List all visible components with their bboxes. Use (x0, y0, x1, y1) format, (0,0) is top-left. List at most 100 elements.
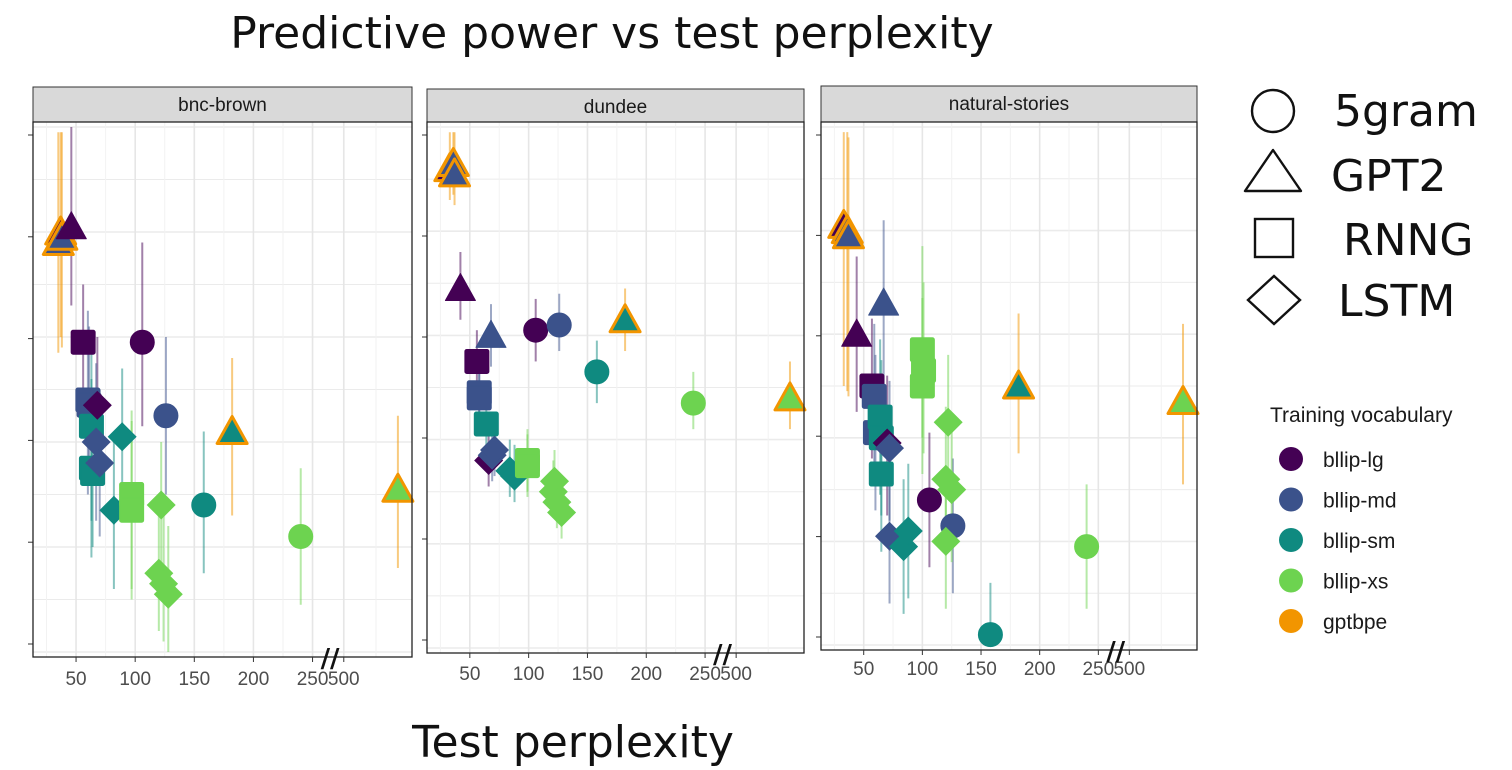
data-point-gpt2 (608, 303, 642, 334)
data-point-lstm (82, 390, 112, 420)
panel-x-ticks: 50 100 150 200 250 500 (853, 650, 1145, 680)
color-legend-label: bllip-sm (1323, 530, 1395, 553)
data-point-gpt2 (831, 219, 865, 250)
data-point-rnng (909, 373, 935, 399)
panel-natural-stories: natural-stories 50 100 150 200 250 500// (816, 85, 1200, 680)
x-tick-label: 150 (965, 659, 997, 680)
data-point-gpt2 (444, 273, 476, 302)
data-point-rnng (119, 497, 145, 523)
axis-break-mark: // (713, 640, 732, 670)
panel-strip (426, 88, 805, 123)
shape-legend-label: RNNG (1343, 215, 1474, 266)
panel-border (426, 121, 805, 654)
x-tick-label: 200 (238, 669, 270, 690)
x-tick-label: 250 (297, 669, 329, 690)
panel-x-ticks: 50 100 150 200 250 500 (65, 657, 360, 690)
data-point-5gram (153, 403, 179, 429)
data-point-lstm (146, 490, 176, 520)
swatch-bllip-lg (1279, 447, 1303, 471)
data-point-gpt2 (841, 318, 873, 347)
x-tick-label: 500 (1113, 659, 1145, 680)
shape-legend-item-rnng: RNNG (1253, 215, 1474, 266)
diamond-icon (1246, 274, 1302, 326)
data-point-lstm (480, 435, 510, 465)
legend: 5gram GPT2 RNNG LSTM Training vocabulary blli… (1243, 86, 1478, 634)
swatch-gptbpe (1279, 609, 1303, 633)
data-point-lstm (85, 448, 115, 478)
data-point-gpt2 (55, 211, 87, 240)
shape-legend-item-5gram: 5gram (1250, 86, 1478, 137)
x-tick-label: 100 (119, 669, 151, 690)
square-icon (1253, 217, 1295, 259)
x-tick-label: 250 (689, 664, 721, 685)
x-tick-label: 200 (630, 664, 662, 685)
data-point-5gram (1074, 534, 1100, 560)
data-point-gpt2 (381, 472, 415, 503)
panel-strip-label: dundee (584, 97, 647, 118)
panel-gridlines (427, 122, 804, 653)
circle-icon (1250, 88, 1296, 134)
data-point-5gram (584, 359, 610, 385)
swatch-bllip-xs (1279, 568, 1303, 593)
panel-border (32, 121, 413, 658)
data-point-5gram (288, 524, 314, 549)
color-legend-title: Training vocabulary (1270, 404, 1453, 427)
panel-bnc-brown: bnc-brown 50 100 150 200 250 500// (28, 86, 415, 690)
data-point-lstm (933, 407, 963, 437)
axis-break-mark: // (1106, 637, 1125, 667)
data-point-rnng (70, 329, 96, 355)
axis-break-mark: // (321, 644, 340, 674)
data-point-gpt2 (438, 157, 472, 188)
data-point-gpt2 (773, 381, 807, 412)
x-tick-label: 500 (720, 664, 752, 685)
data-point-5gram (977, 622, 1003, 648)
color-legend-item-bllip-sm: bllip-sm (1279, 528, 1395, 553)
data-point-5gram (680, 390, 706, 416)
panel-y-ticks (28, 134, 33, 645)
x-tick-label: 100 (907, 659, 939, 680)
panel-y-ticks (422, 134, 427, 641)
x-axis-label: Test perplexity (411, 717, 734, 768)
x-tick-label: 100 (513, 664, 545, 685)
panel-dundee: dundee 50 100 150 200 250 500// (422, 88, 807, 685)
data-point-lstm (107, 422, 137, 452)
shape-legend-label: GPT2 (1331, 151, 1447, 202)
color-legend-label: bllip-lg (1323, 449, 1384, 472)
shape-legend-label: 5gram (1334, 86, 1478, 137)
data-point-lstm (547, 498, 577, 528)
x-tick-label: 150 (572, 664, 604, 685)
x-tick-label: 150 (178, 669, 210, 690)
data-point-gpt2 (1166, 385, 1200, 416)
shape-legend: 5gram GPT2 RNNG LSTM (1243, 86, 1478, 327)
data-point-5gram (916, 487, 942, 513)
panel-points (827, 208, 1200, 648)
x-tick-label: 200 (1024, 659, 1056, 680)
swatch-bllip-md (1279, 487, 1303, 512)
shape-legend-item-gpt2: GPT2 (1243, 148, 1447, 202)
data-point-5gram (191, 492, 217, 518)
panel-y-ticks (816, 134, 821, 638)
color-legend-label: bllip-xs (1323, 571, 1388, 594)
data-point-lstm (153, 579, 183, 609)
panel-x-ticks: 50 100 150 200 250 500 (459, 653, 752, 685)
x-tick-label: 50 (459, 664, 480, 685)
x-tick-label: 50 (65, 669, 86, 690)
data-point-5gram (546, 312, 572, 338)
swatch-bllip-sm (1279, 528, 1303, 552)
panel-strip (820, 85, 1198, 123)
chart-title: Predictive power vs test perplexity (230, 8, 993, 59)
color-legend-label: bllip-md (1323, 490, 1397, 513)
data-point-lstm (937, 475, 967, 505)
shape-legend-label: LSTM (1338, 276, 1455, 327)
color-legend-item-bllip-lg: bllip-lg (1279, 447, 1384, 472)
color-legend-item-bllip-md: bllip-md (1279, 487, 1397, 513)
data-point-rnng (514, 453, 540, 479)
data-point-5gram (523, 317, 549, 343)
triangle-icon (1243, 148, 1303, 193)
panel-strip (32, 86, 413, 123)
panel-border (820, 121, 1198, 651)
panel-strip-label: natural-stories (949, 94, 1069, 115)
color-legend: Training vocabulary bllip-lg bllip-md bllip… (1270, 404, 1453, 634)
